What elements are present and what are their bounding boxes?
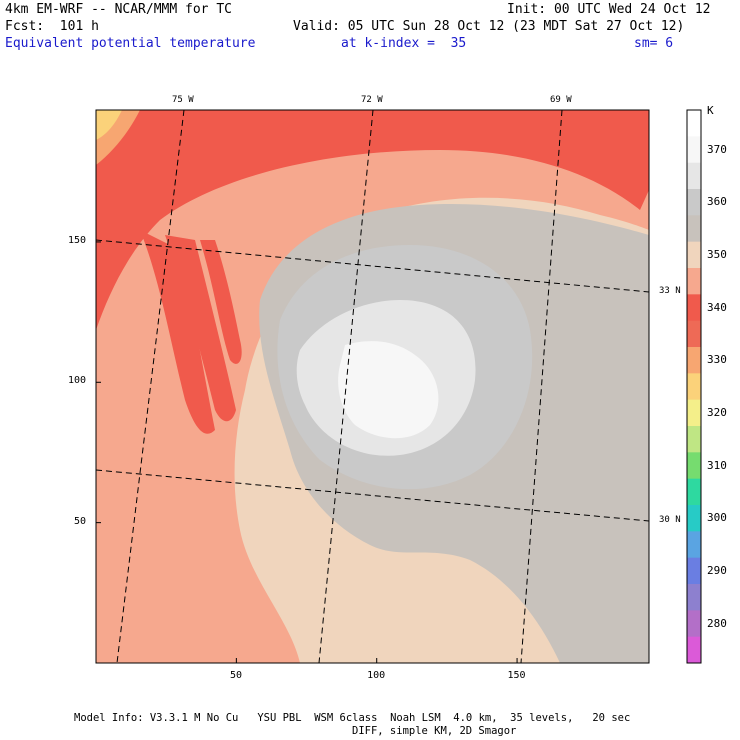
colorbar-swatch	[687, 557, 701, 585]
model-info-diff: DIFF, simple KM, 2D Smagor	[352, 725, 517, 737]
meridian-75w	[116, 110, 185, 663]
colorbar-swatch	[687, 347, 701, 374]
colorbar-swatch	[687, 505, 701, 532]
parallel-33n	[96, 239, 649, 293]
colorbar-swatch	[687, 610, 701, 638]
y-tick-label: 100	[68, 375, 87, 387]
colorbar-unit: K	[707, 104, 714, 117]
colorbar-swatch	[687, 294, 701, 322]
forecast-hour: Fcst: 101 h	[5, 19, 99, 34]
colorbar-swatch	[687, 399, 701, 427]
colorbar-swatch	[687, 189, 701, 216]
colorbar-level-label: 350	[707, 247, 727, 261]
colorbar-level-label: 370	[707, 142, 727, 156]
x-tick-label: 50	[229, 670, 242, 681]
model-info: Model Info: V3.3.1 M No Cu YSU PBL WSM 6…	[74, 712, 631, 724]
colorbar-level-label: 330	[707, 353, 727, 367]
colorbar-swatch	[687, 584, 701, 611]
field-streamer	[140, 230, 215, 434]
plot-frame	[95, 109, 650, 664]
y-tick-label: 150	[68, 234, 87, 246]
y-tick-label: 50	[74, 515, 87, 527]
field-band-340	[96, 110, 649, 330]
lon-label-75w: 75 W	[172, 95, 194, 105]
colorbar-level-label: 290	[707, 563, 727, 577]
latlon-grid	[96, 110, 649, 663]
lon-label-69w: 69 W	[550, 95, 572, 105]
colorbar-swatch	[687, 478, 701, 506]
colorbar-swatch	[687, 426, 701, 453]
colorbar-swatch	[687, 452, 701, 480]
level-info: at k-index = 35	[341, 36, 467, 51]
colorbar-swatch	[687, 162, 701, 190]
colorbar-swatch	[687, 241, 701, 269]
valid-time: Valid: 05 UTC Sun 28 Oct 12 (23 MDT Sat …	[293, 19, 685, 34]
colorbar-swatch	[687, 531, 701, 559]
colorbar-frame	[686, 109, 702, 664]
model-title: 4km EM-WRF -- NCAR/MMM for TC	[5, 2, 232, 17]
field-streamer	[200, 240, 242, 364]
colorbar-swatch	[687, 110, 701, 137]
colorbar-level-label: 320	[707, 405, 727, 419]
colorbar	[686, 109, 702, 664]
colorbar-swatch	[687, 136, 701, 164]
field-band-370	[338, 341, 439, 439]
colorbar-swatch	[687, 215, 701, 243]
meridian-72w	[318, 110, 374, 663]
field-band-345	[96, 110, 649, 663]
x-tick-label: 100	[367, 670, 386, 681]
lat-label-30n: 30 N	[659, 515, 681, 525]
colorbar-level-label: 340	[707, 300, 727, 314]
field-name: Equivalent potential temperature	[5, 36, 256, 51]
field-streamer	[165, 235, 236, 422]
colorbar-level-label: 300	[707, 511, 727, 525]
axis-ticks	[96, 241, 518, 663]
parallel-30n	[96, 469, 649, 522]
init-time: Init: 00 UTC Wed 24 Oct 12	[507, 2, 711, 17]
field-band-325	[96, 110, 122, 140]
colorbar-swatch	[687, 636, 701, 664]
colorbar-level-label: 360	[707, 195, 727, 209]
lon-label-72w: 72 W	[361, 95, 383, 105]
colorbar-level-label: 280	[707, 616, 727, 630]
colorbar-level-label: 310	[707, 458, 727, 472]
lat-label-33n: 33 N	[659, 286, 681, 296]
colorbar-swatch	[687, 373, 701, 401]
smoothing-info: sm= 6	[634, 36, 674, 51]
meridian-69w	[520, 110, 563, 663]
theta-e-field	[96, 110, 649, 663]
colorbar-swatch	[687, 320, 701, 348]
x-tick-label: 150	[507, 670, 526, 681]
colorbar-swatch	[687, 268, 701, 295]
